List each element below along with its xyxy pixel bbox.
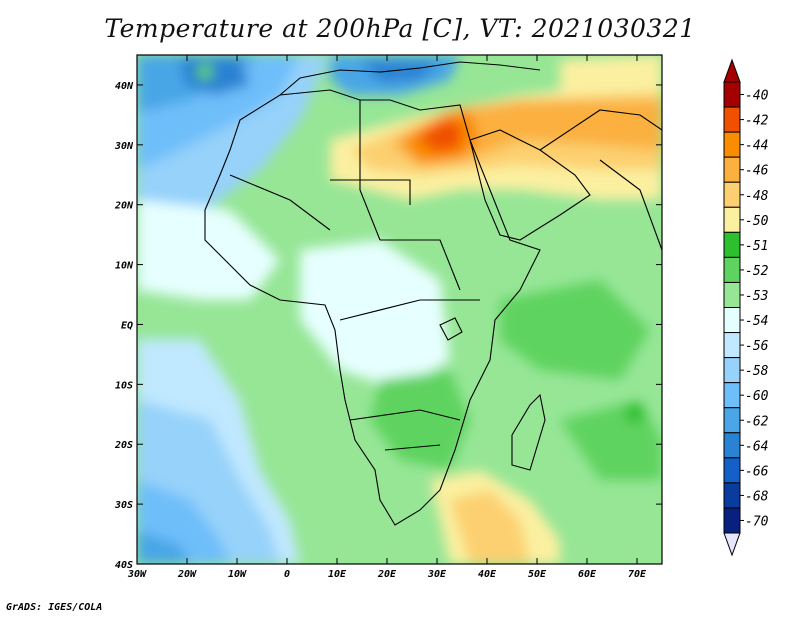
colorbar-label: -64 bbox=[745, 439, 768, 454]
colorbar-swatch bbox=[723, 181, 741, 208]
lat-tick-label: 10N bbox=[115, 261, 134, 272]
colorbar-top-arrow bbox=[723, 58, 741, 83]
colorbar-label: -52 bbox=[745, 264, 769, 279]
lat-tick-label: 30N bbox=[114, 141, 134, 152]
colorbar-label: -50 bbox=[745, 214, 769, 229]
lon-tick-label: 20W bbox=[177, 569, 197, 580]
colorbar-swatch bbox=[723, 457, 741, 484]
colorbar-label: -58 bbox=[745, 364, 769, 379]
colorbar-label: -66 bbox=[745, 464, 769, 479]
colorbar-bottom-arrow bbox=[723, 532, 741, 557]
lon-tick-label: 0 bbox=[284, 569, 290, 580]
lon-tick-label: 40E bbox=[478, 569, 497, 580]
colorbar-label: -46 bbox=[745, 164, 769, 179]
colorbar-swatch bbox=[723, 206, 741, 233]
colorbar: -40 -42 -44 -46 -48 -50 -51 -52 -53 -54 -56 -58 -60 -… bbox=[723, 58, 769, 557]
colorbar-label: -68 bbox=[745, 489, 769, 504]
colorbar-swatch bbox=[723, 407, 741, 434]
lon-tick-label: 10W bbox=[228, 569, 247, 580]
colorbar-swatch bbox=[723, 357, 741, 384]
lon-tick-label: 70E bbox=[628, 569, 647, 580]
map-title: Temperature at 200hPa [C], VT: 202103032… bbox=[104, 14, 696, 43]
colorbar-label: -54 bbox=[745, 314, 768, 329]
lon-tick-label: 30E bbox=[427, 569, 447, 580]
lon-tick-label: 50E bbox=[528, 569, 547, 580]
colorbar-swatch bbox=[723, 382, 741, 409]
colorbar-label: -44 bbox=[745, 139, 768, 154]
colorbar-swatch bbox=[723, 281, 741, 309]
lat-tick-label: 10S bbox=[115, 380, 133, 391]
lat-tick-label: 20S bbox=[114, 440, 133, 451]
colorbar-swatch bbox=[723, 231, 741, 258]
colorbar-label: -51 bbox=[745, 239, 768, 254]
colorbar-swatch bbox=[723, 106, 741, 133]
colorbar-label: -70 bbox=[745, 514, 769, 529]
lon-tick-label: 30W bbox=[127, 569, 147, 580]
colorbar-swatch bbox=[723, 256, 741, 283]
lat-tick-label: 30S bbox=[114, 500, 133, 511]
temperature-field bbox=[137, 55, 662, 564]
colorbar-label: -40 bbox=[745, 89, 769, 104]
coastlines bbox=[204, 61, 662, 526]
lon-tick-label: 10E bbox=[328, 569, 347, 580]
colorbar-label: -42 bbox=[745, 114, 769, 129]
colorbar-label: -62 bbox=[745, 414, 769, 429]
colorbar-label: -53 bbox=[745, 289, 768, 304]
colorbar-label: -60 bbox=[745, 389, 769, 404]
lat-tick-label: 40N bbox=[115, 81, 134, 92]
colorbar-swatch bbox=[723, 307, 741, 334]
lon-tick-label: 60E bbox=[578, 569, 597, 580]
colorbar-swatch bbox=[723, 156, 741, 183]
lat-tick-label: EQ bbox=[121, 320, 133, 331]
colorbar-swatch bbox=[723, 432, 741, 459]
colorbar-label: -56 bbox=[745, 339, 769, 354]
lon-tick-label: 20E bbox=[377, 569, 397, 580]
footer-credit: GrADS: IGES/COLA bbox=[6, 602, 103, 613]
colorbar-swatch bbox=[723, 507, 741, 534]
colorbar-swatch bbox=[723, 131, 741, 158]
colorbar-swatch bbox=[723, 332, 741, 359]
colorbar-swatch bbox=[723, 482, 741, 509]
colorbar-swatch bbox=[723, 81, 741, 108]
lat-axis: 40N 30N 20N 10N EQ 10S 20S 30S 40S bbox=[114, 81, 662, 571]
lat-tick-label: 40S bbox=[115, 560, 133, 571]
lat-tick-label: 20N bbox=[114, 201, 134, 212]
colorbar-label: -48 bbox=[745, 189, 769, 204]
plot-frame bbox=[136, 54, 663, 565]
lon-axis: 30W 20W 10W 0 10E 20E 30E 40E 50E 60E 70E bbox=[127, 55, 647, 580]
